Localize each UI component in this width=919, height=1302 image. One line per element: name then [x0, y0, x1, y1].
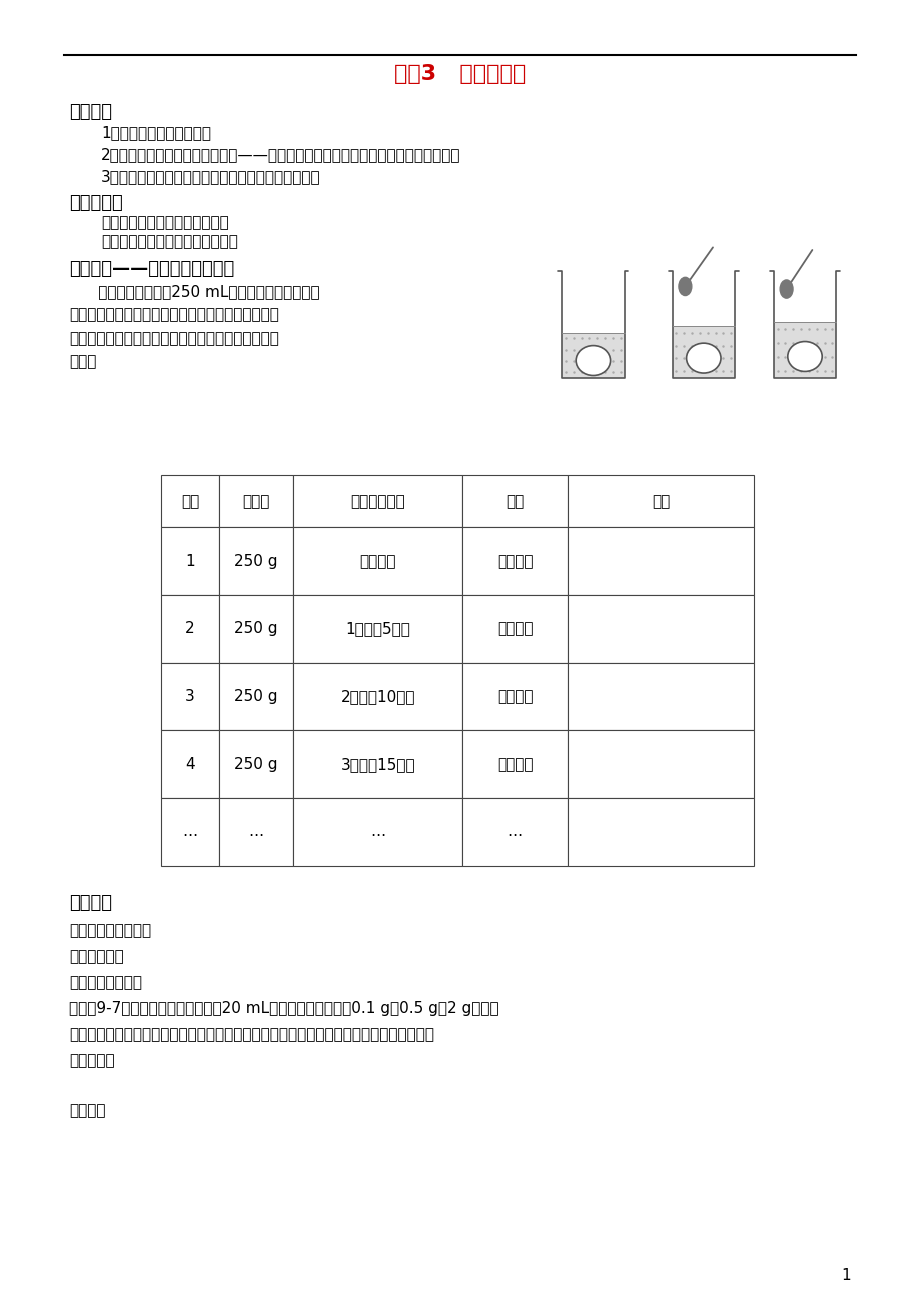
Text: 清水量: 清水量: [243, 493, 269, 509]
Text: 学习研讨: 学习研讨: [69, 894, 112, 913]
Text: 沉？浮？: 沉？浮？: [496, 756, 533, 772]
Bar: [567, 663, 754, 730]
Bar: [293, 595, 462, 663]
Text: 250 g: 250 g: [234, 621, 278, 637]
Text: 4: 4: [185, 756, 195, 772]
Bar: [219, 475, 293, 527]
Text: 3匙（约15克）: 3匙（约15克）: [340, 756, 414, 772]
Text: 3．初步学会根据需要配制一定溶质质量分数的溶液。: 3．初步学会根据需要配制一定溶质质量分数的溶液。: [101, 169, 321, 185]
Bar: [293, 730, 462, 798]
Bar: [293, 527, 462, 595]
Text: 酸铜。比较三种硫酸铜溶液的颜色。分析，在这三支试管中溶液的组成是否相同，判断的依: 酸铜。比较三种硫酸铜溶液的颜色。分析，在这三支试管中溶液的组成是否相同，判断的依: [69, 1027, 434, 1043]
Bar: [567, 730, 754, 798]
Text: 250 g: 250 g: [234, 553, 278, 569]
Text: 2匙（约10克）: 2匙（约10克）: [340, 689, 414, 704]
Text: …: …: [182, 824, 198, 840]
Text: 据是什么？: 据是什么？: [69, 1053, 115, 1069]
Text: 程中所得的几种溶液的组成是否相同，判断的依据是: 程中所得的几种溶液的组成是否相同，判断的依据是: [69, 331, 278, 346]
Text: 1匙（约5克）: 1匙（约5克）: [345, 621, 410, 637]
Text: 一、溶质的质量分数: 一、溶质的质量分数: [69, 923, 151, 939]
Bar: [161, 730, 219, 798]
Text: 重点、难点: 重点、难点: [69, 194, 122, 212]
Bar: [567, 527, 754, 595]
Text: …: …: [507, 824, 522, 840]
Bar: [219, 798, 293, 866]
Bar: [567, 798, 754, 866]
Text: …: …: [248, 824, 264, 840]
Text: 1．理解溶液组成的含义。: 1．理解溶液组成的含义。: [101, 125, 211, 141]
Bar: [773, 322, 835, 378]
Text: 2: 2: [185, 621, 195, 637]
Bar: [219, 527, 293, 595]
Bar: [562, 333, 624, 378]
Text: 填写下表: 填写下表: [69, 1103, 106, 1118]
Ellipse shape: [686, 344, 720, 374]
Bar: [293, 663, 462, 730]
Text: 小结: 小结: [652, 493, 670, 509]
Text: 【实验9-7】在三个小烧杯中各加入20 mL水，然后分别加入约0.1 g、0.5 g、2 g无水硫: 【实验9-7】在三个小烧杯中各加入20 mL水，然后分别加入约0.1 g、0.5…: [69, 1001, 498, 1017]
Bar: [161, 798, 219, 866]
Bar: [293, 798, 462, 866]
Bar: [462, 595, 567, 663]
Text: 加入的食盐量: 加入的食盐量: [350, 493, 405, 509]
Bar: [462, 527, 567, 595]
Text: 250 g: 250 g: [234, 689, 278, 704]
Text: 沉？浮？: 沉？浮？: [496, 621, 533, 637]
Ellipse shape: [575, 345, 610, 375]
Bar: [462, 798, 567, 866]
Bar: [462, 730, 567, 798]
Text: 【活动与探究一】: 【活动与探究一】: [69, 975, 142, 991]
Text: 1: 1: [841, 1268, 850, 1284]
Text: 情境导入——鸡蛋在水中的沉浮: 情境导入——鸡蛋在水中的沉浮: [69, 260, 234, 279]
Text: 学习目标: 学习目标: [69, 103, 112, 121]
Bar: [672, 327, 734, 378]
Circle shape: [678, 277, 691, 296]
Text: 课题3   溶液的浓度: 课题3 溶液的浓度: [393, 64, 526, 85]
Text: 2．掌握一种溶液组成的表示方法——溶质质量分数能进行溶质质量分数的简单计算。: 2．掌握一种溶液组成的表示方法——溶质质量分数能进行溶质质量分数的简单计算。: [101, 147, 460, 163]
Text: 【自主学习】: 【自主学习】: [69, 949, 124, 965]
Bar: [161, 475, 219, 527]
Text: 难点：有关溶质质量分数的计算。: 难点：有关溶质质量分数的计算。: [101, 234, 238, 250]
Circle shape: [779, 280, 792, 298]
Text: 沉？浮？: 沉？浮？: [496, 553, 533, 569]
Text: 鸡蛋: 鸡蛋: [505, 493, 524, 509]
Text: 次序: 次序: [181, 493, 199, 509]
Bar: [462, 475, 567, 527]
Bar: [161, 527, 219, 595]
Text: 不放食盐: 不放食盐: [359, 553, 396, 569]
Bar: [293, 475, 462, 527]
Text: 重点：了解溶质质量分数概念；: 重点：了解溶质质量分数概念；: [101, 215, 229, 230]
Bar: [161, 663, 219, 730]
Bar: [462, 663, 567, 730]
Text: 3: 3: [185, 689, 195, 704]
Bar: [161, 595, 219, 663]
Bar: [219, 663, 293, 730]
Ellipse shape: [787, 341, 822, 371]
Text: 什么？: 什么？: [69, 354, 96, 370]
Text: 沉？浮？: 沉？浮？: [496, 689, 533, 704]
Text: 250 g: 250 g: [234, 756, 278, 772]
Bar: [219, 730, 293, 798]
Text: 1: 1: [185, 553, 195, 569]
Text: …: …: [370, 824, 385, 840]
Bar: [567, 475, 754, 527]
Bar: [567, 595, 754, 663]
Bar: [219, 595, 293, 663]
Text: 取一个烧杯，加入250 mL水后放入一只鸡蛋。按: 取一个烧杯，加入250 mL水后放入一只鸡蛋。按: [69, 284, 319, 299]
Text: 下面的步骤进行实验并如实填写下表。分析，在此过: 下面的步骤进行实验并如实填写下表。分析，在此过: [69, 307, 278, 323]
